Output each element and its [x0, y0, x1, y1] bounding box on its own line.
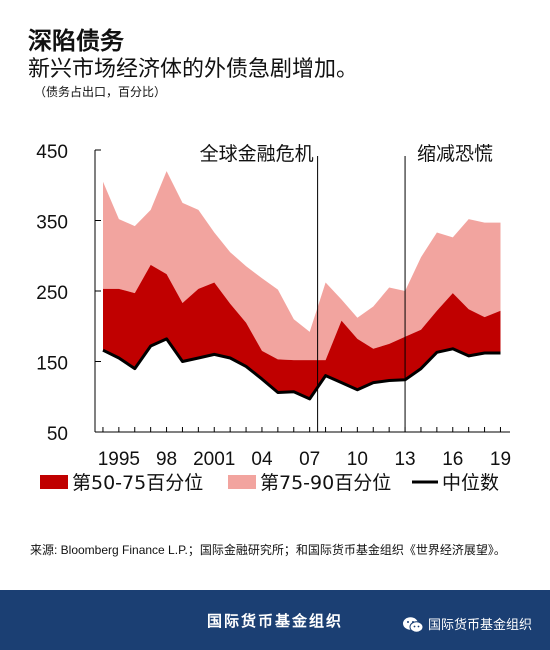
- x-tick-label: 16: [442, 449, 463, 470]
- page-title: 深陷债务: [28, 28, 124, 55]
- wechat-account[interactable]: 国际货币基金组织: [402, 616, 532, 634]
- series-area-p50-75: [103, 264, 501, 399]
- y-tick-label: 450: [36, 142, 68, 163]
- y-tick-label: 350: [36, 213, 68, 234]
- x-tick-label: 1995: [98, 449, 140, 470]
- x-tick-label: 13: [394, 449, 415, 470]
- y-tick-label: 50: [47, 424, 68, 445]
- wechat-label: 国际货币基金组织: [427, 617, 532, 632]
- y-tick-label: 250: [36, 283, 68, 304]
- series-line-median: [102, 337, 501, 401]
- debt-area-chart: 50 150 250 350 450 1995 98 2001 04 07 10 13 16 19 全球金…: [36, 142, 511, 494]
- page-subtitle: 新兴市场经济体的外债急剧增加。: [28, 56, 359, 81]
- legend-label-median: 中位数: [442, 472, 499, 494]
- source-note: 来源: Bloomberg Finance L.P.；国际金融研究所；和国际货币…: [30, 543, 506, 557]
- wechat-icon: [402, 617, 424, 633]
- legend-label-p50-75: 第50-75百分位: [72, 472, 203, 494]
- y-tick-label: 150: [36, 354, 68, 375]
- footer-org-name: 国际货币基金组织: [206, 613, 343, 630]
- legend-label-p75-90: 第75-90百分位: [260, 472, 391, 494]
- series-area-p75-90: [103, 171, 501, 361]
- x-tick-label: 04: [251, 449, 273, 470]
- x-tick-label: 07: [299, 449, 320, 470]
- legend-swatch-p75-90: [228, 475, 256, 489]
- x-tick-label: 10: [347, 449, 368, 470]
- x-tick-label: 19: [490, 449, 511, 470]
- footer-bar: 国际货币基金组织 国际货币基金组织: [0, 590, 550, 650]
- unit-label: （债务占出口，百分比）: [34, 85, 167, 99]
- x-tick-label: 98: [156, 449, 177, 470]
- x-tick-label: 2001: [193, 449, 235, 470]
- annotation-label: 缩减恐慌: [417, 143, 493, 165]
- legend-swatch-p50-75: [40, 475, 68, 489]
- annotation-label: 全球金融危机: [200, 143, 314, 165]
